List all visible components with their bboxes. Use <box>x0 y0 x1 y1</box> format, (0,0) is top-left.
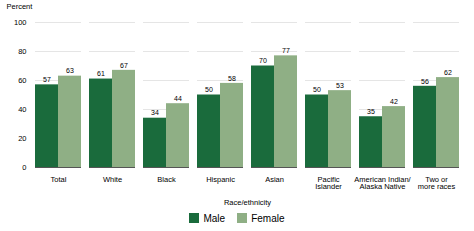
svg-text:53: 53 <box>336 82 344 89</box>
svg-text:0: 0 <box>22 163 26 172</box>
svg-text:63: 63 <box>66 67 74 74</box>
svg-text:Hispanic: Hispanic <box>206 175 235 184</box>
svg-text:Total: Total <box>51 175 67 184</box>
svg-text:Black: Black <box>157 175 176 184</box>
svg-text:58: 58 <box>228 75 236 82</box>
svg-text:80: 80 <box>18 47 26 56</box>
svg-text:40: 40 <box>18 105 26 114</box>
svg-text:Two ormore races: Two ormore races <box>418 175 456 192</box>
svg-text:White: White <box>103 175 122 184</box>
svg-text:57: 57 <box>43 76 51 83</box>
svg-text:60: 60 <box>18 76 26 85</box>
svg-text:Race/ethnicity: Race/ethnicity <box>224 198 271 207</box>
svg-text:Asian: Asian <box>265 175 284 184</box>
svg-text:50: 50 <box>313 86 321 93</box>
svg-text:34: 34 <box>151 109 159 116</box>
svg-text:35: 35 <box>367 108 375 115</box>
svg-text:20: 20 <box>18 134 26 143</box>
svg-text:77: 77 <box>282 47 290 54</box>
svg-text:61: 61 <box>97 70 105 77</box>
svg-text:62: 62 <box>444 69 452 76</box>
html-text:Female: Female <box>251 212 285 224</box>
svg-text:Percent: Percent <box>7 2 34 11</box>
svg-text:70: 70 <box>259 57 267 64</box>
html-text:Male: Male <box>203 212 226 224</box>
svg-text:56: 56 <box>421 78 429 85</box>
svg-text:44: 44 <box>174 95 182 102</box>
svg-text:100: 100 <box>14 18 27 27</box>
svg-text:50: 50 <box>205 86 213 93</box>
svg-text:42: 42 <box>390 98 398 105</box>
svg-text:67: 67 <box>120 62 128 69</box>
svg-text:American Indian/Alaska Native: American Indian/Alaska Native <box>354 175 411 192</box>
svg-text:PacificIslander: PacificIslander <box>315 175 342 192</box>
